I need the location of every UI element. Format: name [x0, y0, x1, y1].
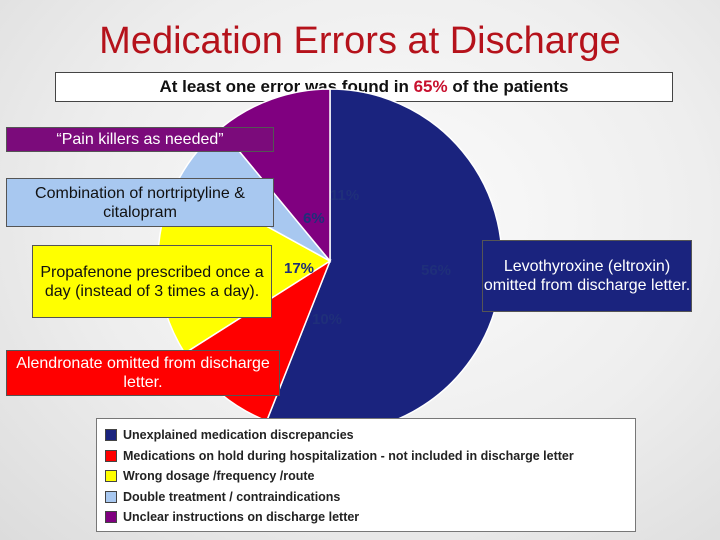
legend-swatch	[105, 470, 117, 483]
callout-propafenone: Propafenone prescribed once a day (inste…	[32, 245, 272, 318]
subtitle-highlight: 65%	[413, 77, 448, 96]
slice-value-label: 6%	[303, 210, 325, 227]
legend-item: Unclear instructions on discharge letter	[105, 507, 627, 528]
page-title: Medication Errors at Discharge	[99, 20, 621, 62]
callout-combination: Combination of nortriptyline & citalopra…	[6, 178, 274, 227]
legend-swatch	[105, 429, 117, 442]
legend-item: Unexplained medication discrepancies	[105, 425, 627, 446]
legend-swatch	[105, 449, 117, 462]
subtitle-text-after: of the patients	[447, 77, 569, 96]
legend-label: Unexplained medication discrepancies	[123, 428, 354, 443]
slice-value-label: 17%	[284, 260, 315, 277]
subtitle-box: At least one error was found in 65% of t…	[55, 72, 673, 102]
slice-value-label: 56%	[421, 262, 452, 279]
slice-value-label: 10%	[312, 311, 343, 328]
callout-pain-killers: “Pain killers as needed”	[6, 127, 274, 152]
legend-swatch	[105, 490, 117, 503]
callout-levothyroxine: Levothyroxine (eltroxin) omitted from di…	[482, 240, 692, 312]
legend-item: Medications on hold during hospitalizati…	[105, 446, 627, 467]
legend-label: Unclear instructions on discharge letter	[123, 510, 360, 525]
legend-swatch	[105, 511, 117, 524]
legend-label: Medications on hold during hospitalizati…	[123, 448, 574, 463]
legend-item: Wrong dosage /frequency /route	[105, 466, 627, 487]
legend-label: Wrong dosage /frequency /route	[123, 469, 315, 484]
legend-label: Double treatment / contraindications	[123, 489, 341, 504]
slice-value-label: 11%	[330, 187, 360, 204]
legend: Unexplained medication discrepancies Med…	[96, 418, 636, 532]
legend-item: Double treatment / contraindications	[105, 487, 627, 508]
callout-alendronate: Alendronate omitted from discharge lette…	[6, 350, 280, 396]
